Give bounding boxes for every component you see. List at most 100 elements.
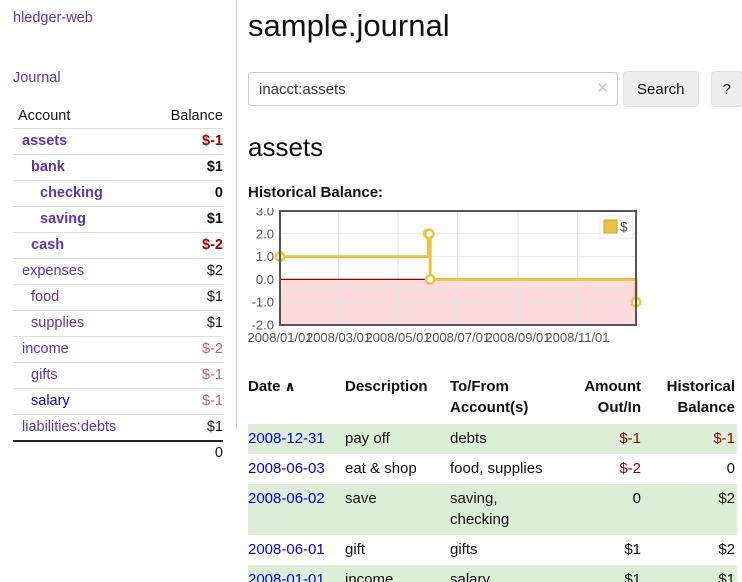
account-link[interactable]: cash (31, 237, 65, 253)
register-cell-description: income (345, 571, 394, 582)
account-link[interactable]: salary (31, 393, 70, 409)
account-link[interactable]: expenses (22, 263, 85, 279)
register-cell-balance: $2 (718, 541, 735, 558)
account-balance: 0 (214, 185, 223, 201)
register-cell-description: pay off (345, 430, 390, 447)
register-row: 2008-12-31 pay off debts $-1 $-1 (248, 424, 737, 454)
register-cell-accounts: saving, checking (450, 490, 510, 528)
register-cell-amount: $-1 (619, 430, 641, 447)
account-tree-row: checking 0 (13, 180, 223, 206)
svg-text:3.0: 3.0 (256, 208, 274, 219)
account-tree-row: salary $-1 (13, 388, 223, 414)
account-tree-row: assets $-1 (13, 128, 223, 154)
account-tree-row: liabilities:debts $1 (13, 414, 223, 440)
register-cell-accounts: debts (450, 430, 487, 447)
account-balance: $1 (206, 289, 223, 305)
account-link[interactable]: liabilities:debts (22, 419, 117, 435)
account-link[interactable]: checking (40, 185, 103, 201)
register-column-header: Historical Balance (666, 378, 735, 416)
search-help-button[interactable]: ? (710, 71, 742, 107)
account-link[interactable]: bank (31, 159, 65, 175)
account-link[interactable]: gifts (31, 367, 58, 383)
account-balance: $1 (206, 419, 223, 435)
svg-text:2008/03/01: 2008/03/01 (306, 330, 371, 345)
register-cell-amount: $-2 (619, 460, 641, 477)
historical-balance-chart: 3.0 2.0 1.0 0.0 -1.0 -2.0 2008/01/01 2008/03/01… (247, 204, 742, 357)
legend-swatch (603, 219, 618, 234)
register-header-row: Date ∧ Description To/From Account(s) Amoun… (248, 374, 737, 424)
account-link[interactable]: income (22, 341, 69, 357)
svg-text:2008/01/01: 2008/01/01 (248, 330, 313, 345)
account-balance: $-1 (202, 393, 223, 409)
clear-search-icon[interactable]: ✕ (596, 80, 609, 97)
register-cell-amount: 0 (632, 490, 641, 507)
register-cell-amount: $1 (624, 541, 641, 558)
account-link[interactable]: supplies (31, 315, 85, 331)
register-row: 2008-06-01 gift gifts $1 $2 (248, 535, 737, 565)
search-button[interactable]: Search (623, 71, 699, 107)
account-balance: $-2 (202, 341, 223, 357)
account-tree-row: supplies $1 (13, 310, 223, 336)
account-tree-row: bank $1 (13, 154, 223, 180)
svg-text:2.0: 2.0 (256, 226, 274, 241)
account-link[interactable]: saving (40, 211, 86, 227)
register-table: Date ∧ Description To/From Account(s) Amoun… (248, 374, 737, 582)
sidebar-item-journal[interactable]: Journal (13, 70, 61, 86)
account-balance: $1 (206, 159, 223, 175)
legend-label: $ (620, 220, 628, 235)
transaction-date-link[interactable]: 2008-06-02 (248, 490, 325, 507)
account-tree-row: cash $-2 (13, 232, 223, 258)
svg-text:2008/07/01: 2008/07/01 (425, 330, 490, 345)
account-tree-row: saving $1 (13, 206, 223, 232)
transaction-date-link[interactable]: 2008-12-31 (248, 430, 325, 447)
register-cell-accounts: food, supplies (450, 460, 543, 477)
account-balance: $-2 (202, 237, 223, 253)
search-input[interactable] (248, 72, 618, 106)
svg-text:-2.0: -2.0 (252, 318, 274, 333)
transaction-date-link[interactable]: 2008-01-01 (248, 571, 325, 582)
register-cell-balance: $2 (718, 490, 735, 507)
register-cell-description: gift (345, 541, 366, 558)
main-content: sample.journal ✕ Search ? assets Histori… (247, 0, 742, 582)
register-cell-accounts: gifts (450, 541, 478, 558)
svg-text:1.0: 1.0 (256, 249, 274, 264)
register-column-header: Description (345, 378, 428, 395)
account-column-label: Account (18, 108, 71, 124)
svg-text:2008/09/01: 2008/09/01 (485, 330, 550, 345)
account-tree-row: gifts $-1 (13, 362, 223, 388)
transaction-date-link[interactable]: 2008-06-01 (248, 541, 325, 558)
transaction-date-link[interactable]: 2008-06-03 (248, 460, 325, 477)
register-column-header[interactable]: Date ∧ (248, 378, 296, 395)
account-tree-total-row: 0 (13, 440, 223, 465)
account-tree-row: expenses $2 (13, 258, 223, 284)
chart-title: Historical Balance: (248, 184, 384, 201)
account-balance: $1 (206, 211, 223, 227)
balance-column-label: Balance (170, 108, 223, 124)
svg-text:2008/11/01: 2008/11/01 (545, 330, 609, 345)
register-cell-amount: $1 (624, 571, 641, 582)
register-cell-accounts: salary (450, 571, 491, 582)
register-column-header: Amount Out/In (584, 378, 641, 416)
brand-link[interactable]: hledger-web (13, 10, 93, 26)
chart-canvas: 3.0 2.0 1.0 0.0 -1.0 -2.02008/01/012008/03/01… (247, 204, 642, 345)
account-balance: $2 (206, 263, 223, 279)
sort-ascending-icon: ∧ (280, 378, 296, 394)
page-title: sample.journal (248, 8, 450, 43)
register-row: 2008-06-03 eat & shop food, supplies $-2 0 (248, 454, 737, 484)
account-balance: $1 (206, 315, 223, 331)
account-tree-header: Account Balance (13, 105, 223, 128)
total-balance: 0 (214, 445, 223, 461)
register-cell-description: save (345, 490, 377, 507)
register-cell-balance: $1 (718, 571, 735, 582)
account-tree-row: food $1 (13, 284, 223, 310)
account-link[interactable]: food (31, 289, 60, 305)
register-cell-description: eat & shop (345, 460, 417, 477)
account-heading: assets (248, 132, 324, 162)
search-bar: ✕ Search ? (248, 71, 742, 107)
register-cell-balance: $-1 (713, 430, 735, 447)
account-link[interactable]: assets (22, 133, 68, 149)
account-balance: $-1 (202, 367, 223, 383)
sidebar: hledger-web Journal Account Balance asse… (0, 0, 237, 461)
account-tree-row: income $-2 (13, 336, 223, 362)
